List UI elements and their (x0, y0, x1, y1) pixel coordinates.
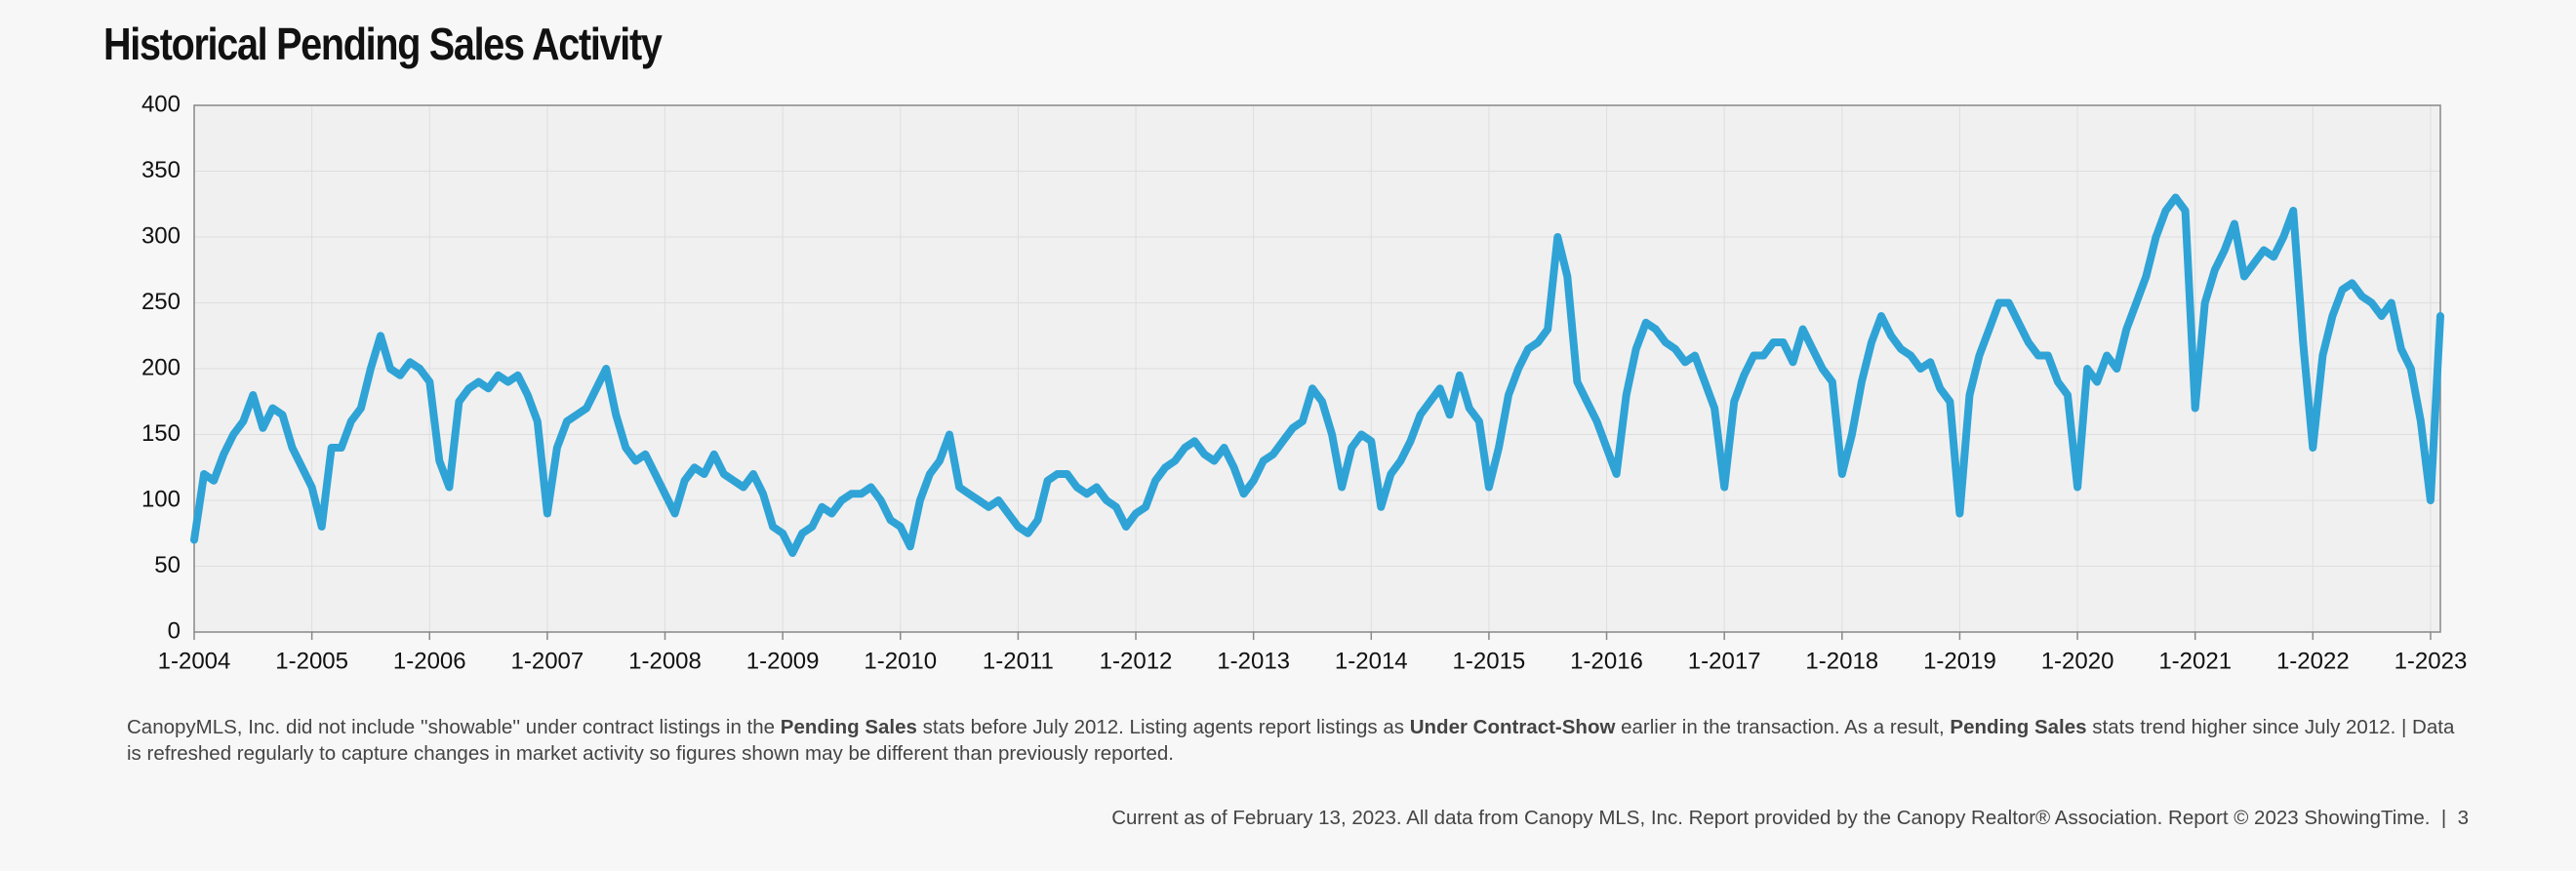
x-tick-label: 1-2007 (511, 648, 584, 674)
y-tick-label: 300 (141, 222, 181, 249)
chart: 0 50 100 150 200 250 300 350 400 1-2004 1-2005 1-20… (141, 91, 2468, 674)
x-tick-label: 1-2004 (158, 648, 231, 674)
x-tick-label: 1-2015 (1453, 648, 1526, 674)
x-tick-label: 1-2009 (746, 648, 820, 674)
footnote-text: stats before July 2012. Listing agents r… (916, 716, 1410, 738)
y-tick-label: 0 (168, 617, 181, 644)
x-tick-label: 1-2016 (1570, 648, 1643, 674)
footnote-text: Pending Sales (780, 716, 917, 738)
x-tick-label: 1-2014 (1335, 648, 1408, 674)
y-tick-label: 400 (141, 91, 181, 117)
x-tick-label: 1-2013 (1217, 648, 1290, 674)
y-tick-label: 100 (141, 486, 181, 512)
x-tick-label: 1-2023 (2395, 648, 2468, 674)
footnote-text: Under Contract-Show (1409, 716, 1616, 738)
x-tick-label: 1-2018 (1805, 648, 1878, 674)
chart-title: Historical Pending Sales Activity (103, 19, 663, 69)
x-tick-label: 1-2011 (983, 648, 1054, 674)
x-tick-label: 1-2020 (2041, 648, 2114, 674)
x-tick-label: 1-2022 (2276, 648, 2350, 674)
y-tick-label: 350 (141, 157, 181, 183)
x-tick-label: 1-2012 (1100, 648, 1173, 674)
x-tick-label: 1-2017 (1688, 648, 1761, 674)
y-tick-label: 50 (154, 552, 181, 578)
x-tick-label: 1-2019 (1923, 648, 1996, 674)
footnote-text: CanopyMLS, Inc. did not include ''showab… (127, 716, 781, 738)
footnote-text: earlier in the transaction. As a result, (1615, 716, 1951, 738)
y-tick-label: 150 (141, 420, 181, 447)
y-tick-label: 250 (141, 289, 181, 315)
y-tick-label: 200 (141, 354, 181, 380)
footnote: CanopyMLS, Inc. did not include ''showab… (127, 714, 2469, 767)
footer: Current as of February 13, 2023. All dat… (1111, 807, 2469, 829)
data-line (190, 193, 2444, 557)
footnote-text: Pending Sales (1950, 716, 2087, 738)
footnote-text: stats trend higher since July 2012. | Da… (127, 716, 2455, 765)
x-tick-label: 1-2008 (628, 648, 702, 674)
x-tick-label: 1-2021 (2158, 648, 2232, 674)
x-tick-label: 1-2010 (864, 648, 937, 674)
x-tick-label: 1-2006 (393, 648, 466, 674)
x-tick-label: 1-2005 (275, 648, 348, 674)
